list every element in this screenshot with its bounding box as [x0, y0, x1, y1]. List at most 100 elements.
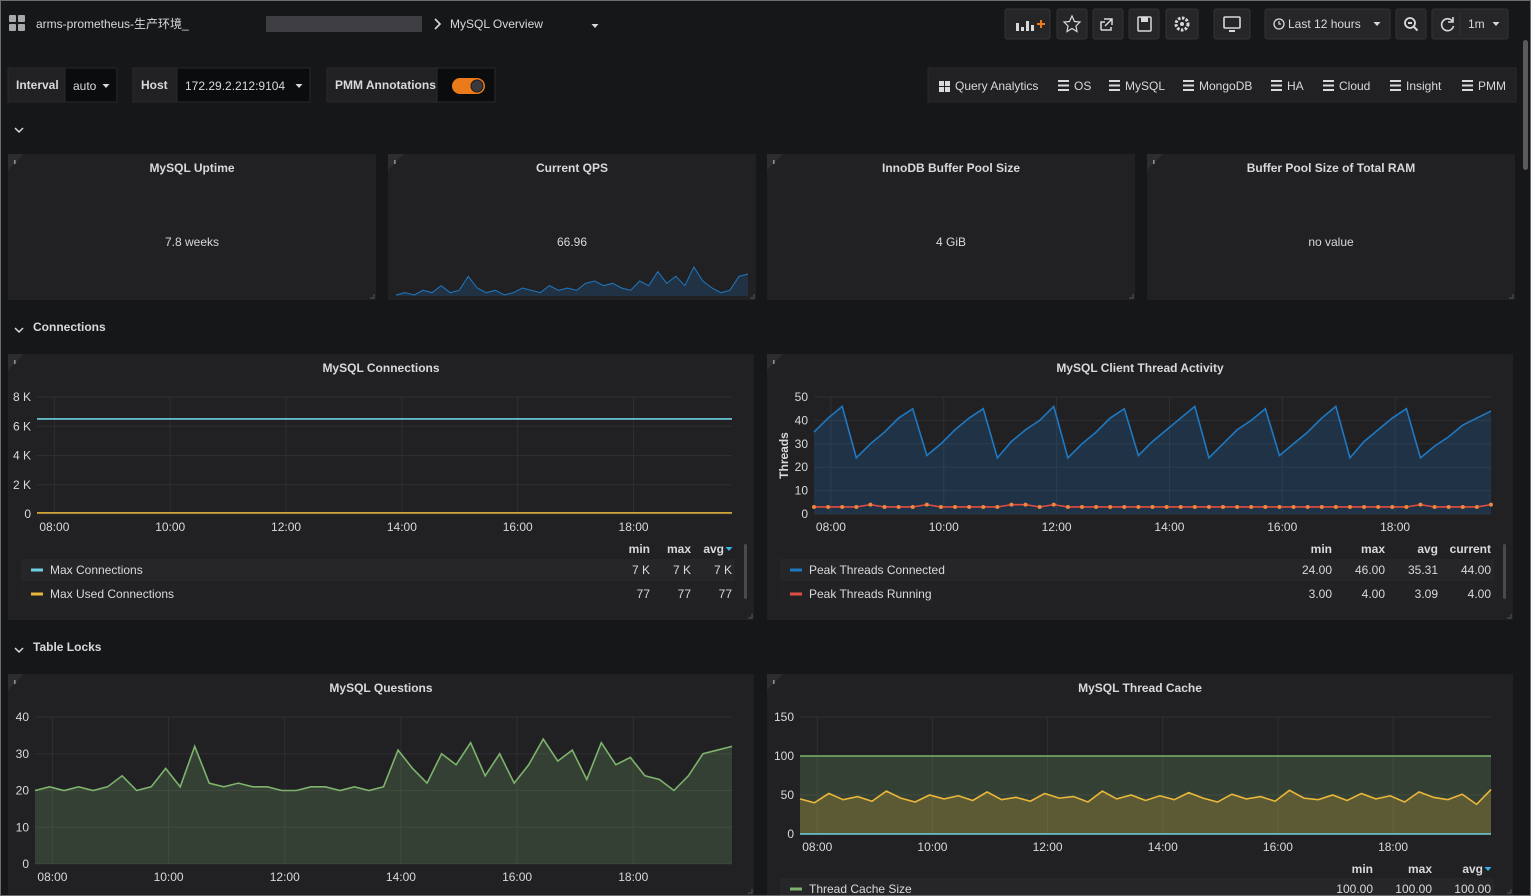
- series-point: [1249, 504, 1254, 509]
- legend-name[interactable]: Thread Cache Size: [809, 882, 912, 896]
- series-point: [1206, 504, 1211, 509]
- dashboard-link[interactable]: HA: [1287, 79, 1304, 93]
- legend-name[interactable]: Max Used Connections: [50, 587, 174, 601]
- legend-column-header[interactable]: current: [1450, 542, 1491, 556]
- variable-label: Host: [141, 78, 168, 92]
- series-point: [1376, 504, 1381, 509]
- y-tick-label: 30: [16, 747, 30, 761]
- legend-value: 100.00: [1336, 882, 1373, 896]
- legend-value: 3.09: [1415, 587, 1439, 601]
- dashboard-link[interactable]: PMM: [1478, 79, 1506, 93]
- legend-value: 100.00: [1454, 882, 1491, 896]
- dashboard-title[interactable]: MySQL Overview: [450, 17, 543, 31]
- variable-value[interactable]: auto: [73, 79, 97, 93]
- variable-value[interactable]: 172.29.2.212:9104: [185, 79, 285, 93]
- series-point: [1446, 504, 1451, 509]
- scrollbar[interactable]: [1523, 40, 1528, 170]
- legend-column-header[interactable]: min: [1311, 542, 1332, 556]
- icon: [1021, 27, 1024, 31]
- legend-value: 7 K: [714, 563, 732, 577]
- row-toggle[interactable]: [14, 647, 24, 654]
- y-axis-label: Threads: [777, 432, 791, 479]
- legend-row: [780, 878, 1494, 896]
- time-range[interactable]: Last 12 hours: [1288, 17, 1361, 31]
- dashboard-link[interactable]: Insight: [1406, 79, 1442, 93]
- breadcrumb-separator: [434, 18, 442, 30]
- link-icon: [1109, 84, 1120, 87]
- home-icon[interactable]: [9, 24, 16, 31]
- legend-column-header[interactable]: max: [1361, 542, 1385, 556]
- home-icon[interactable]: [9, 15, 16, 22]
- legend-column-header[interactable]: avg: [1462, 862, 1483, 876]
- legend-name[interactable]: Peak Threads Running: [809, 587, 932, 601]
- legend-column-header[interactable]: max: [667, 542, 691, 556]
- link-icon: [1323, 89, 1334, 91]
- legend-column-header[interactable]: min: [629, 542, 650, 556]
- variable-value-box[interactable]: [176, 67, 311, 103]
- row-title[interactable]: Connections: [33, 320, 106, 334]
- info-corner: [8, 154, 24, 170]
- dashboard-link[interactable]: Cloud: [1339, 79, 1370, 93]
- series-point: [1390, 504, 1395, 509]
- legend-column-header[interactable]: min: [1352, 862, 1373, 876]
- link-icon: [1462, 84, 1473, 87]
- series-point: [896, 504, 901, 509]
- y-tick-label: 50: [795, 390, 809, 404]
- row-title[interactable]: Table Locks: [33, 640, 102, 654]
- dashboard-link[interactable]: MongoDB: [1199, 79, 1252, 93]
- legend-column-header[interactable]: avg: [703, 542, 724, 556]
- icon: [1440, 17, 1455, 32]
- panel-title: MySQL Client Thread Activity: [1056, 361, 1224, 375]
- legend-value: 77: [678, 587, 692, 601]
- legend-name[interactable]: Peak Threads Connected: [809, 563, 945, 577]
- legend-column-header[interactable]: max: [1408, 862, 1432, 876]
- home-icon[interactable]: [18, 15, 25, 22]
- panel-title: MySQL Thread Cache: [1078, 681, 1202, 695]
- collapse-toggle[interactable]: [14, 127, 24, 134]
- legend-name[interactable]: Max Connections: [50, 563, 143, 577]
- legend-swatch: [31, 568, 43, 572]
- home-icon[interactable]: [18, 24, 25, 31]
- legend-column-header[interactable]: avg: [1417, 542, 1438, 556]
- toolbar-button[interactable]: [1264, 8, 1391, 40]
- info-corner: [8, 674, 24, 690]
- x-tick-label: 08:00: [37, 870, 67, 884]
- panel-title: InnoDB Buffer Pool Size: [882, 161, 1020, 175]
- refresh-interval[interactable]: 1m: [1468, 17, 1485, 31]
- icon: [1141, 17, 1148, 22]
- series-line: [799, 788, 1492, 806]
- info-icon: [14, 160, 16, 164]
- toolbar-button[interactable]: [1056, 8, 1088, 40]
- series-point: [1235, 504, 1240, 509]
- dashboard-link[interactable]: MySQL: [1125, 79, 1165, 93]
- link-icon: [1271, 80, 1282, 82]
- link-icon: [1323, 80, 1334, 82]
- toolbar-button[interactable]: [1213, 8, 1251, 40]
- series-point: [1164, 504, 1169, 509]
- x-tick-label: 14:00: [1148, 840, 1178, 854]
- sparkline: [395, 265, 749, 296]
- row-toggle[interactable]: [14, 327, 24, 334]
- series-point: [1432, 504, 1437, 509]
- y-tick-label: 0: [801, 507, 808, 521]
- resize-handle: [750, 294, 755, 299]
- breadcrumb[interactable]: arms-prometheus-生产环境_: [36, 16, 189, 31]
- series-point: [924, 502, 929, 507]
- dashboard-link[interactable]: Query Analytics: [955, 79, 1038, 93]
- series-point: [1051, 502, 1056, 507]
- y-tick-label: 4 K: [13, 449, 31, 463]
- series-point: [1319, 504, 1324, 509]
- x-tick-label: 18:00: [1380, 520, 1410, 534]
- toolbar-button[interactable]: [1128, 8, 1160, 40]
- x-tick-label: 16:00: [1267, 520, 1297, 534]
- link-icon: [1462, 89, 1473, 91]
- dashboard-link[interactable]: OS: [1074, 79, 1091, 93]
- legend-value: 77: [719, 587, 733, 601]
- caret: [591, 24, 599, 28]
- series-point: [854, 504, 859, 509]
- series-point: [967, 504, 972, 509]
- series-point: [1178, 504, 1183, 509]
- icon: [1031, 25, 1034, 31]
- toolbar-button[interactable]: [1431, 8, 1509, 40]
